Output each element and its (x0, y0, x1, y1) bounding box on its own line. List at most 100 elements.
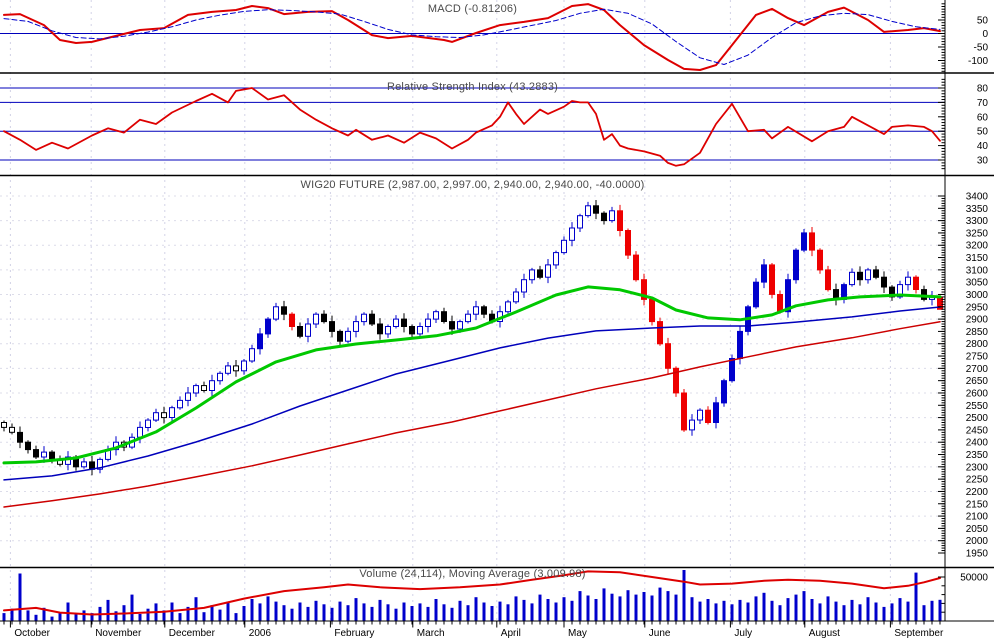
volume-bar (410, 606, 414, 621)
axis-label: 2400 (966, 438, 989, 449)
candle-body (169, 407, 175, 419)
axis-label: 50 (977, 16, 989, 27)
month-label: February (334, 628, 374, 638)
candle-body (785, 279, 791, 313)
volume-bar (506, 604, 510, 621)
volume-bar (674, 594, 678, 621)
candle-body (361, 313, 367, 323)
volume-bar (226, 601, 230, 621)
candle-body (425, 318, 431, 328)
candle-body (289, 313, 295, 328)
candle-body (553, 252, 559, 266)
axis-label: 2150 (966, 499, 989, 510)
volume-bar (706, 599, 710, 621)
candle-body (417, 326, 423, 335)
ma-slow-red (3, 321, 941, 508)
volume-bar (826, 596, 830, 621)
volume-bar (50, 616, 54, 621)
candle-body (729, 358, 735, 382)
signal-line (3, 8, 941, 65)
candle-body (9, 426, 15, 433)
axis-label: 3400 (966, 192, 989, 203)
candle-body (657, 321, 663, 345)
candle-body (161, 412, 167, 419)
candle-body (681, 392, 687, 431)
candle-body (97, 458, 103, 470)
volume-bar (402, 602, 406, 621)
candle-body (281, 306, 287, 315)
candle-body (601, 212, 607, 222)
candle-body (721, 380, 727, 404)
volume-bar (658, 587, 662, 621)
volume-bar (490, 606, 494, 621)
candle-body (793, 249, 799, 281)
volume-bar (522, 599, 526, 621)
volume-bar (842, 605, 846, 621)
volume-bar (858, 604, 862, 621)
volume-bar (434, 599, 438, 621)
ma-mid-blue (3, 306, 941, 481)
candle-body (233, 365, 239, 372)
volume-bar (322, 604, 326, 621)
candle-body (297, 326, 303, 337)
volume-bar (426, 606, 430, 621)
candle-body (481, 306, 487, 315)
candle-body (449, 321, 455, 330)
volume-bar (218, 609, 222, 621)
volume-bar (338, 601, 342, 621)
ma-fast-green (2, 285, 942, 465)
volume-bar (682, 570, 686, 621)
candle-body (441, 311, 447, 323)
candle-body (193, 385, 199, 394)
macd-line (3, 3, 941, 71)
volume-bar (546, 599, 550, 621)
candle-body (153, 412, 159, 421)
candle-body (881, 276, 887, 288)
candle-body (17, 431, 23, 443)
volume-bar (378, 599, 382, 621)
volume-bar (106, 599, 110, 621)
candle-body (377, 323, 383, 335)
volume-bar (306, 606, 310, 621)
volume-bar (210, 605, 214, 621)
volume-bar (362, 603, 366, 621)
volume-bar (610, 593, 614, 621)
volume-bar (66, 602, 70, 621)
volume-bar (482, 602, 486, 621)
candle-body (257, 333, 263, 350)
candle-body (433, 311, 439, 320)
volume-bar (498, 601, 502, 621)
volume-bar (34, 614, 38, 621)
volume-bar (258, 603, 262, 621)
volume-bar (90, 613, 94, 621)
volume-bar (626, 590, 630, 621)
month-label: November (95, 628, 142, 638)
candle-body (273, 306, 279, 320)
candle-body (753, 281, 759, 308)
volume-bar (866, 597, 870, 621)
candle-body (625, 230, 631, 256)
candle-body (921, 289, 927, 300)
volume-bar (770, 600, 774, 621)
axis-label: 2850 (966, 327, 989, 338)
candle-body (313, 313, 319, 325)
axis-label: 50000 (960, 573, 988, 584)
month-label: May (568, 628, 587, 638)
candle-body (913, 276, 919, 291)
volume-bar (82, 610, 86, 621)
volume-bar (330, 607, 334, 621)
volume-bar (274, 601, 278, 621)
candle-body (561, 239, 567, 254)
volume-bar (914, 572, 918, 621)
candle-body (849, 271, 855, 286)
volume-bar (178, 613, 182, 621)
axis-label: 3250 (966, 228, 989, 239)
candle-body (473, 306, 479, 315)
axis-label: 2600 (966, 388, 989, 399)
axis-label: 30 (977, 156, 989, 167)
candle-body (521, 279, 527, 293)
axis-label: 2800 (966, 339, 989, 350)
axis-label: 2700 (966, 364, 989, 375)
